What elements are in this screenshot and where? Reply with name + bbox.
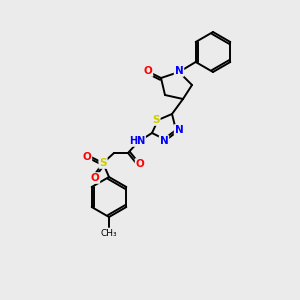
Text: O: O — [91, 173, 99, 183]
Text: O: O — [82, 152, 91, 162]
Text: CH₃: CH₃ — [101, 229, 117, 238]
Text: HN: HN — [129, 136, 145, 146]
Text: N: N — [175, 125, 183, 135]
Text: O: O — [144, 66, 152, 76]
Text: O: O — [136, 159, 144, 169]
Text: S: S — [99, 158, 107, 168]
Text: N: N — [175, 66, 183, 76]
Text: S: S — [152, 115, 160, 125]
Text: N: N — [160, 136, 168, 146]
